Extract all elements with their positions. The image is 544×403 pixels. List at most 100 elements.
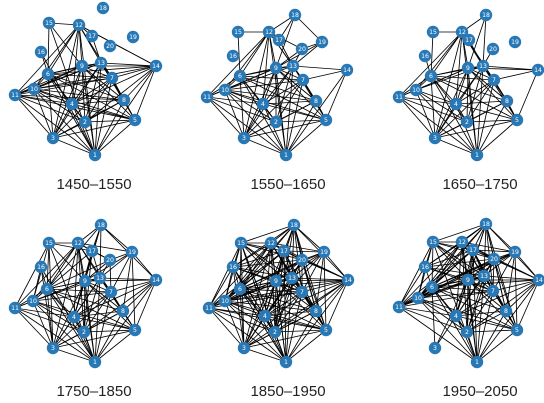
node-circle <box>75 59 89 73</box>
node-circle <box>455 235 469 249</box>
network-edge <box>78 24 83 67</box>
network-edge <box>224 89 327 121</box>
node-circle <box>269 115 283 129</box>
network-node: 4 <box>65 97 79 111</box>
network-edge <box>492 251 516 292</box>
node-label: 3 <box>51 345 55 352</box>
network-edge <box>325 279 349 331</box>
network-node: 11 <box>202 301 216 315</box>
node-circle <box>426 235 440 249</box>
network-node: 9 <box>461 61 475 75</box>
node-circle <box>477 269 491 283</box>
node-label: 5 <box>133 117 137 124</box>
node-circle <box>428 131 442 145</box>
network-edge <box>434 119 518 139</box>
node-circle <box>67 310 81 324</box>
network-node: 5 <box>510 113 524 127</box>
node-circle <box>256 97 270 111</box>
network-node: 7 <box>295 285 309 299</box>
network-node: 8 <box>116 304 130 318</box>
network-edge <box>275 119 327 123</box>
network-node: 8 <box>309 304 323 318</box>
network-edge <box>81 65 136 121</box>
node-label: 3 <box>433 345 437 352</box>
network-edge <box>467 251 516 281</box>
node-circle <box>78 115 92 129</box>
network-edge <box>275 280 327 331</box>
node-label: 12 <box>458 29 466 36</box>
network-node: 16 <box>34 45 48 59</box>
network-edge <box>84 280 136 331</box>
network-edge <box>14 65 83 96</box>
network-edge <box>315 251 325 312</box>
network-edge <box>239 242 272 290</box>
network-edge <box>224 79 304 91</box>
edge-group <box>208 224 349 363</box>
node-circle <box>226 260 240 274</box>
network-edge <box>48 242 86 282</box>
network-edge <box>430 31 463 77</box>
node-label: 6 <box>429 73 433 80</box>
node-label: 7 <box>491 288 495 295</box>
network-edge <box>467 14 487 69</box>
network-edge <box>398 306 468 333</box>
network-edge <box>14 307 85 333</box>
network-edge <box>224 89 317 102</box>
node-label: 12 <box>75 22 83 29</box>
network-node: 10 <box>411 291 425 305</box>
node-label: 9 <box>80 63 84 70</box>
network-node: 6 <box>40 282 54 296</box>
node-circle <box>262 25 276 39</box>
network-node: 7 <box>296 73 310 87</box>
network-node: 6 <box>233 69 247 83</box>
node-label: 2 <box>273 329 277 336</box>
node-circle <box>202 301 216 315</box>
network-node: 4 <box>256 97 270 111</box>
network-node: 4 <box>258 309 272 323</box>
network-node: 15 <box>231 25 245 39</box>
network-edge <box>94 99 125 156</box>
network-edge <box>455 103 518 121</box>
node-label: 3 <box>242 345 246 352</box>
network-edge <box>398 241 434 308</box>
network-edge <box>52 137 96 156</box>
node-circle <box>116 304 130 318</box>
network-edge <box>417 297 457 317</box>
network-edge <box>46 288 136 331</box>
network-edge <box>431 286 478 363</box>
network-edge <box>232 266 277 282</box>
network-edge <box>208 242 242 309</box>
network-edge <box>291 277 349 281</box>
network-node: 11 <box>8 301 22 315</box>
network-edge <box>461 241 485 277</box>
node-circle <box>470 355 484 369</box>
node-label: 19 <box>511 249 519 256</box>
node-label: 3 <box>242 135 246 142</box>
network-node: 1 <box>279 355 293 369</box>
network-node: 9 <box>269 61 283 75</box>
network-edge <box>455 100 508 105</box>
network-edge <box>33 88 54 139</box>
node-label: 19 <box>318 39 326 46</box>
node-circle <box>461 61 475 75</box>
network-edge <box>52 291 112 349</box>
network-edge <box>122 279 157 312</box>
node-circle <box>42 16 56 30</box>
node-label: 7 <box>492 77 496 84</box>
network-edge <box>415 89 436 139</box>
network-node: 20 <box>103 253 117 267</box>
network-edge <box>424 258 495 268</box>
node-label: 13 <box>96 275 104 282</box>
network-edge <box>482 65 539 71</box>
network-edge <box>243 103 264 139</box>
network-edge <box>398 241 463 308</box>
node-label: 5 <box>133 327 137 334</box>
network-edge <box>71 24 80 105</box>
network-node: 7 <box>486 284 500 298</box>
network-node: 19 <box>508 35 522 49</box>
network-edge <box>73 277 101 318</box>
node-label: 11 <box>395 94 403 101</box>
network-edge <box>432 223 487 243</box>
